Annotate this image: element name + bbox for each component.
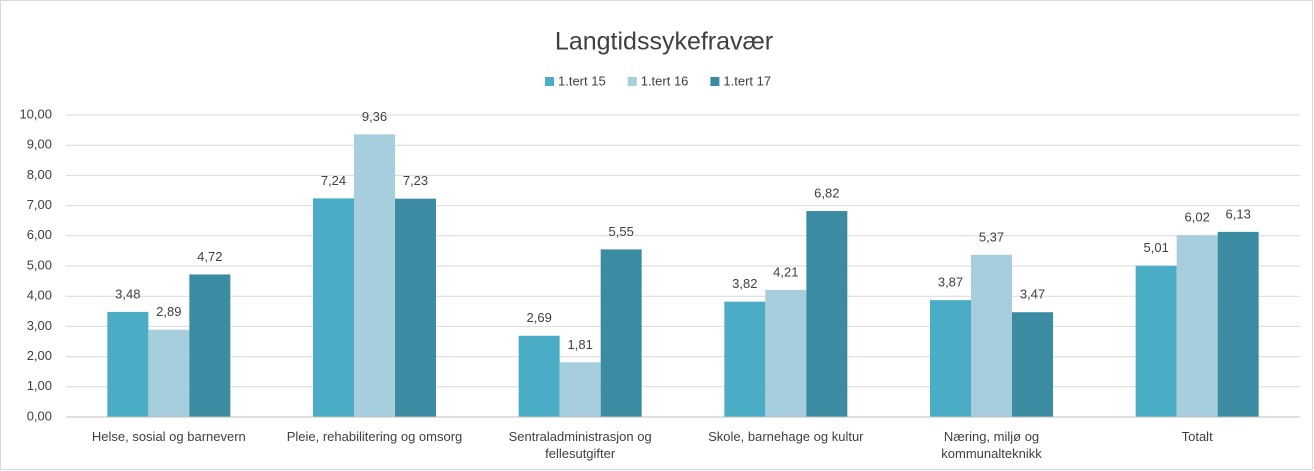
value-label: 3,47: [1020, 287, 1045, 302]
x-tick-label: Pleie, rehabilitering og omsorg: [286, 429, 463, 444]
value-label: 9,36: [362, 109, 387, 124]
bar: [724, 301, 766, 417]
bar: [1012, 312, 1053, 417]
legend-label: 1.tert 17: [723, 73, 771, 88]
x-tick-label: Helse, sosial og barnevern: [91, 429, 246, 444]
bar: [518, 335, 560, 417]
y-tick-label: 5,00: [27, 257, 52, 272]
value-label: 2,69: [527, 310, 552, 325]
y-tick-label: 3,00: [27, 318, 52, 333]
value-label: 1,81: [568, 337, 593, 352]
bar: [107, 311, 149, 417]
legend-label: 1.tert 15: [558, 73, 606, 88]
bar: [1176, 235, 1218, 417]
x-tick-label: Skole, barnehage og kultur: [708, 429, 864, 444]
value-label: 2,89: [156, 304, 181, 319]
y-tick-label: 8,00: [27, 167, 52, 182]
value-label: 3,82: [732, 276, 757, 291]
y-tick-label: 6,00: [27, 227, 52, 242]
value-label: 4,72: [197, 249, 222, 264]
y-tick-label: 9,00: [27, 137, 52, 152]
value-label: 7,23: [403, 173, 428, 188]
legend-swatch: [545, 77, 554, 86]
bar: [148, 329, 190, 417]
bar: [1135, 265, 1177, 417]
bar: [765, 289, 807, 417]
value-label: 7,24: [321, 173, 346, 188]
value-label: 6,82: [814, 185, 839, 200]
bar: [930, 300, 971, 417]
bar: [971, 254, 1012, 417]
x-tick-label: Totalt: [1181, 429, 1213, 444]
value-label: 6,13: [1226, 206, 1251, 221]
chart-title: Langtidssykefravær: [555, 28, 773, 56]
x-tick-label: Sentraladministrasjon og fellesutgifter: [508, 429, 652, 461]
y-tick-label: 4,00: [27, 288, 52, 303]
y-tick-label: 2,00: [27, 348, 52, 363]
value-label: 3,87: [938, 275, 963, 290]
bar: [559, 362, 601, 417]
legend-label: 1.tert 16: [641, 73, 689, 88]
value-label: 5,01: [1144, 240, 1169, 255]
bar: [600, 249, 642, 417]
value-label: 5,55: [609, 224, 634, 239]
y-tick-label: 10,00: [19, 106, 52, 121]
bar: [395, 198, 436, 417]
value-label: 6,02: [1185, 210, 1210, 225]
value-label: 3,48: [115, 286, 140, 301]
x-tick-label: Næring, miljø og kommunalteknikk: [941, 429, 1042, 461]
bar: [1217, 231, 1259, 417]
bar: [806, 211, 848, 417]
bar: [354, 134, 395, 417]
y-tick-label: 7,00: [27, 197, 52, 212]
legend-swatch: [627, 77, 637, 86]
bar: [189, 274, 231, 417]
y-tick-label: 1,00: [27, 378, 52, 393]
legend-swatch: [710, 77, 720, 86]
y-tick-label: 0,00: [27, 408, 52, 423]
value-label: 5,37: [979, 229, 1004, 244]
value-label: 4,21: [773, 264, 798, 279]
bar: [313, 198, 354, 417]
